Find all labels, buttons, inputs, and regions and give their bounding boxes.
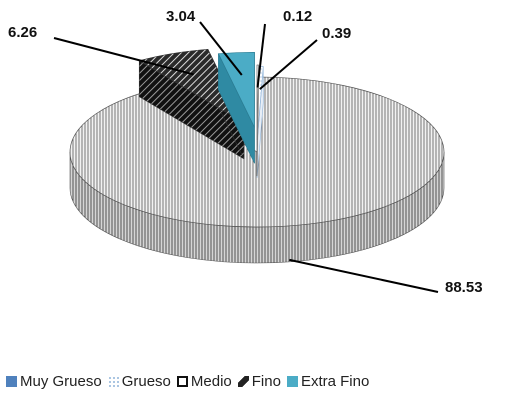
leader-line-muy-grueso xyxy=(256,23,266,88)
slice-top-extra-fino xyxy=(217,51,255,128)
leader-line-grueso xyxy=(259,39,318,90)
legend-swatch-grueso xyxy=(107,375,119,387)
legend-item-grueso: Grueso xyxy=(107,372,177,390)
data-label-extra-fino: 3.04 xyxy=(166,8,196,25)
legend-label-grueso: Grueso xyxy=(121,372,171,390)
chart-legend: Muy Grueso Grueso Medio Fino Extra Fino xyxy=(6,371,375,391)
legend-swatch-fino xyxy=(237,375,249,387)
legend-label-extra-fino: Extra Fino xyxy=(300,372,370,390)
leader-lines xyxy=(53,21,439,293)
legend-item-fino: Fino xyxy=(237,372,287,390)
data-label-grueso: 0.39 xyxy=(322,25,351,42)
legend-swatch-muy-grueso xyxy=(6,375,17,387)
legend-item-muy-grueso: Muy Grueso xyxy=(6,373,108,390)
legend-swatch-medio xyxy=(176,375,188,387)
leader-line-fino xyxy=(53,37,194,76)
leader-line-medio xyxy=(289,258,439,293)
data-label-medio: 88.53 xyxy=(445,279,483,296)
leader-line-extra-fino xyxy=(199,21,243,76)
data-label-muy-grueso: 0.12 xyxy=(283,8,312,25)
legend-label-fino: Fino xyxy=(251,372,281,390)
legend-item-medio: Medio xyxy=(176,372,238,390)
data-label-fino: 6.26 xyxy=(8,24,37,41)
legend-label-medio: Medio xyxy=(190,372,232,390)
legend-label-muy-grueso: Muy Grueso xyxy=(20,372,102,390)
slice-extra-fino xyxy=(217,51,255,164)
pie-slices xyxy=(69,48,445,264)
legend-swatch-extra-fino xyxy=(286,375,298,387)
data-labels: 0.12 0.39 88.53 6.26 3.04 xyxy=(8,8,483,296)
legend-item-extra-fino: Extra Fino xyxy=(286,372,375,390)
